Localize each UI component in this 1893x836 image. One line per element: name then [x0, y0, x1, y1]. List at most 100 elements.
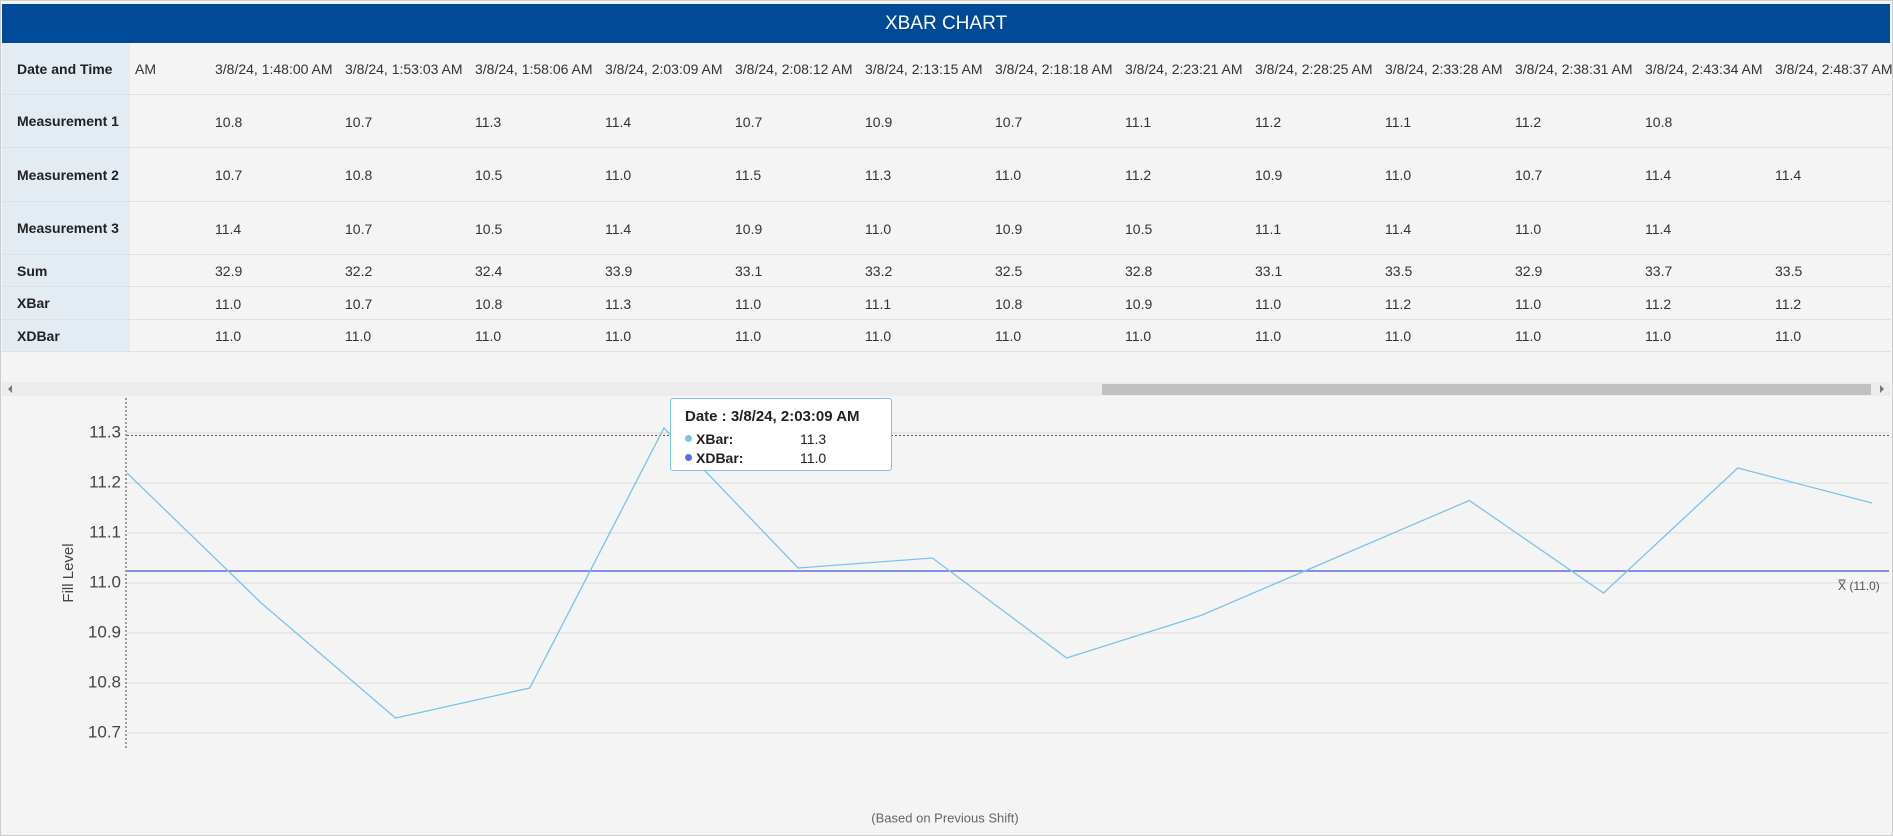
row-header: Date and Time [2, 43, 130, 95]
date-cell: 3/8/24, 2:33:28 AM [1385, 61, 1503, 77]
value-cell: 11.0 [995, 167, 1022, 183]
value-cell: 10.7 [995, 113, 1023, 130]
y-axis-title: Fill Level [60, 543, 77, 602]
value-cell: 11.2 [1515, 113, 1542, 130]
value-cell: 10.7 [345, 220, 373, 237]
tooltip-value: 11.0 [800, 449, 827, 466]
scroll-right-arrow[interactable] [1880, 385, 1884, 393]
value-cell: 11.0 [215, 328, 242, 344]
value-cell: 32.4 [475, 263, 503, 279]
value-cell: 11.1 [1255, 220, 1282, 237]
date-cell: 3/8/24, 2:38:31 AM [1515, 61, 1633, 77]
center-line-label: X̿ (11.0) [1838, 578, 1880, 593]
value-cell: 32.9 [215, 263, 243, 279]
table-row [2, 287, 1890, 320]
value-cell: 11.0 [735, 295, 762, 312]
value-cell: 10.9 [1125, 295, 1153, 312]
tooltip-dot [685, 435, 692, 442]
value-cell: 11.4 [605, 220, 632, 237]
value-cell: 11.1 [865, 295, 892, 312]
value-cell: 11.0 [865, 328, 892, 344]
y-tick-label: 10.7 [88, 722, 121, 741]
value-cell: 11.2 [1645, 295, 1672, 312]
table-row [2, 43, 1890, 95]
value-cell: 11.3 [475, 113, 502, 130]
value-cell: 11.4 [605, 113, 632, 130]
value-cell: 11.4 [1385, 220, 1412, 237]
value-cell: 10.5 [475, 167, 503, 183]
value-cell: 11.0 [215, 295, 242, 312]
value-cell: 33.1 [735, 263, 763, 279]
value-cell: 11.4 [1645, 220, 1672, 237]
value-cell: 10.5 [1125, 220, 1153, 237]
value-cell: 11.0 [605, 167, 632, 183]
series-line [126, 426, 1873, 719]
value-cell: 10.7 [215, 167, 243, 183]
value-cell: 10.8 [215, 113, 243, 130]
tooltip-name: XBar: [696, 430, 734, 447]
value-cell: 11.0 [1385, 167, 1412, 183]
value-cell: 11.0 [1255, 328, 1282, 344]
y-tick-label: 11.2 [89, 472, 121, 491]
date-cell: 3/8/24, 2:43:34 AM [1645, 61, 1763, 77]
value-cell: 33.7 [1645, 263, 1673, 279]
value-cell: 11.2 [1125, 167, 1152, 183]
row-header: Sum [2, 255, 130, 287]
value-cell: 11.0 [1125, 328, 1152, 344]
value-cell: 11.2 [1775, 295, 1802, 312]
tooltip: Date : 3/8/24, 2:03:09 AM XBar: 11.3 XDBar:… [670, 398, 892, 471]
date-cell: 3/8/24, 2:18:18 AM [995, 61, 1113, 77]
value-cell: 32.8 [1125, 263, 1153, 279]
footnote: (Based on Previous Shift) [871, 810, 1018, 825]
value-cell: 11.0 [995, 328, 1022, 344]
value-cell: 11.0 [865, 220, 892, 237]
value-cell: 11.0 [345, 328, 372, 344]
tooltip-dot [685, 454, 692, 461]
value-cell: 33.5 [1775, 263, 1803, 279]
value-cell: 11.4 [1775, 167, 1802, 183]
table-row [2, 148, 1890, 202]
value-cell: 11.3 [865, 167, 892, 183]
value-cell: 11.2 [1385, 295, 1412, 312]
value-cell: 10.9 [1255, 167, 1283, 183]
value-cell: 32.5 [995, 263, 1023, 279]
date-cell: AM [135, 61, 156, 77]
value-cell: 11.0 [605, 328, 632, 344]
table-row [2, 202, 1890, 255]
y-tick-label: 11.1 [89, 522, 121, 541]
value-cell: 10.9 [995, 220, 1023, 237]
date-cell: 3/8/24, 2:08:12 AM [735, 61, 853, 77]
value-cell: 11.0 [735, 328, 762, 344]
tooltip-row: XDBar: 11.0 [685, 448, 891, 467]
table-row [2, 255, 1890, 287]
scrollbar-thumb[interactable] [1102, 384, 1871, 395]
y-tick-label: 10.9 [88, 622, 121, 641]
value-cell: 11.3 [605, 295, 632, 312]
table-row [2, 320, 1890, 352]
tooltip-value: 11.3 [800, 430, 827, 447]
value-cell: 33.1 [1255, 263, 1283, 279]
value-cell: 10.8 [1645, 113, 1673, 130]
value-cell: 11.4 [1645, 167, 1672, 183]
value-cell: 10.8 [475, 295, 503, 312]
value-cell: 11.0 [1775, 328, 1802, 344]
y-tick-label: 11.3 [89, 422, 121, 441]
date-cell: 3/8/24, 2:23:21 AM [1125, 61, 1243, 77]
value-cell: 10.5 [475, 220, 503, 237]
value-cell: 10.7 [735, 113, 763, 130]
date-cell: 3/8/24, 1:48:00 AM [215, 61, 333, 77]
value-cell: 11.0 [475, 328, 502, 344]
date-cell: 3/8/24, 1:58:06 AM [475, 61, 593, 77]
value-cell: 11.0 [1385, 328, 1412, 344]
tooltip-title: Date : 3/8/24, 2:03:09 AM [685, 408, 860, 425]
value-cell: 11.4 [215, 220, 242, 237]
value-cell: 10.7 [1515, 167, 1543, 183]
value-cell: 33.5 [1385, 263, 1413, 279]
tooltip-row: XBar: 11.3 [685, 429, 891, 448]
chart-header: XBAR CHART [2, 4, 1890, 43]
scroll-left-arrow[interactable] [8, 385, 12, 393]
value-cell: 10.7 [345, 113, 373, 130]
value-cell: 32.9 [1515, 263, 1543, 279]
y-tick-label: 10.8 [88, 672, 121, 691]
